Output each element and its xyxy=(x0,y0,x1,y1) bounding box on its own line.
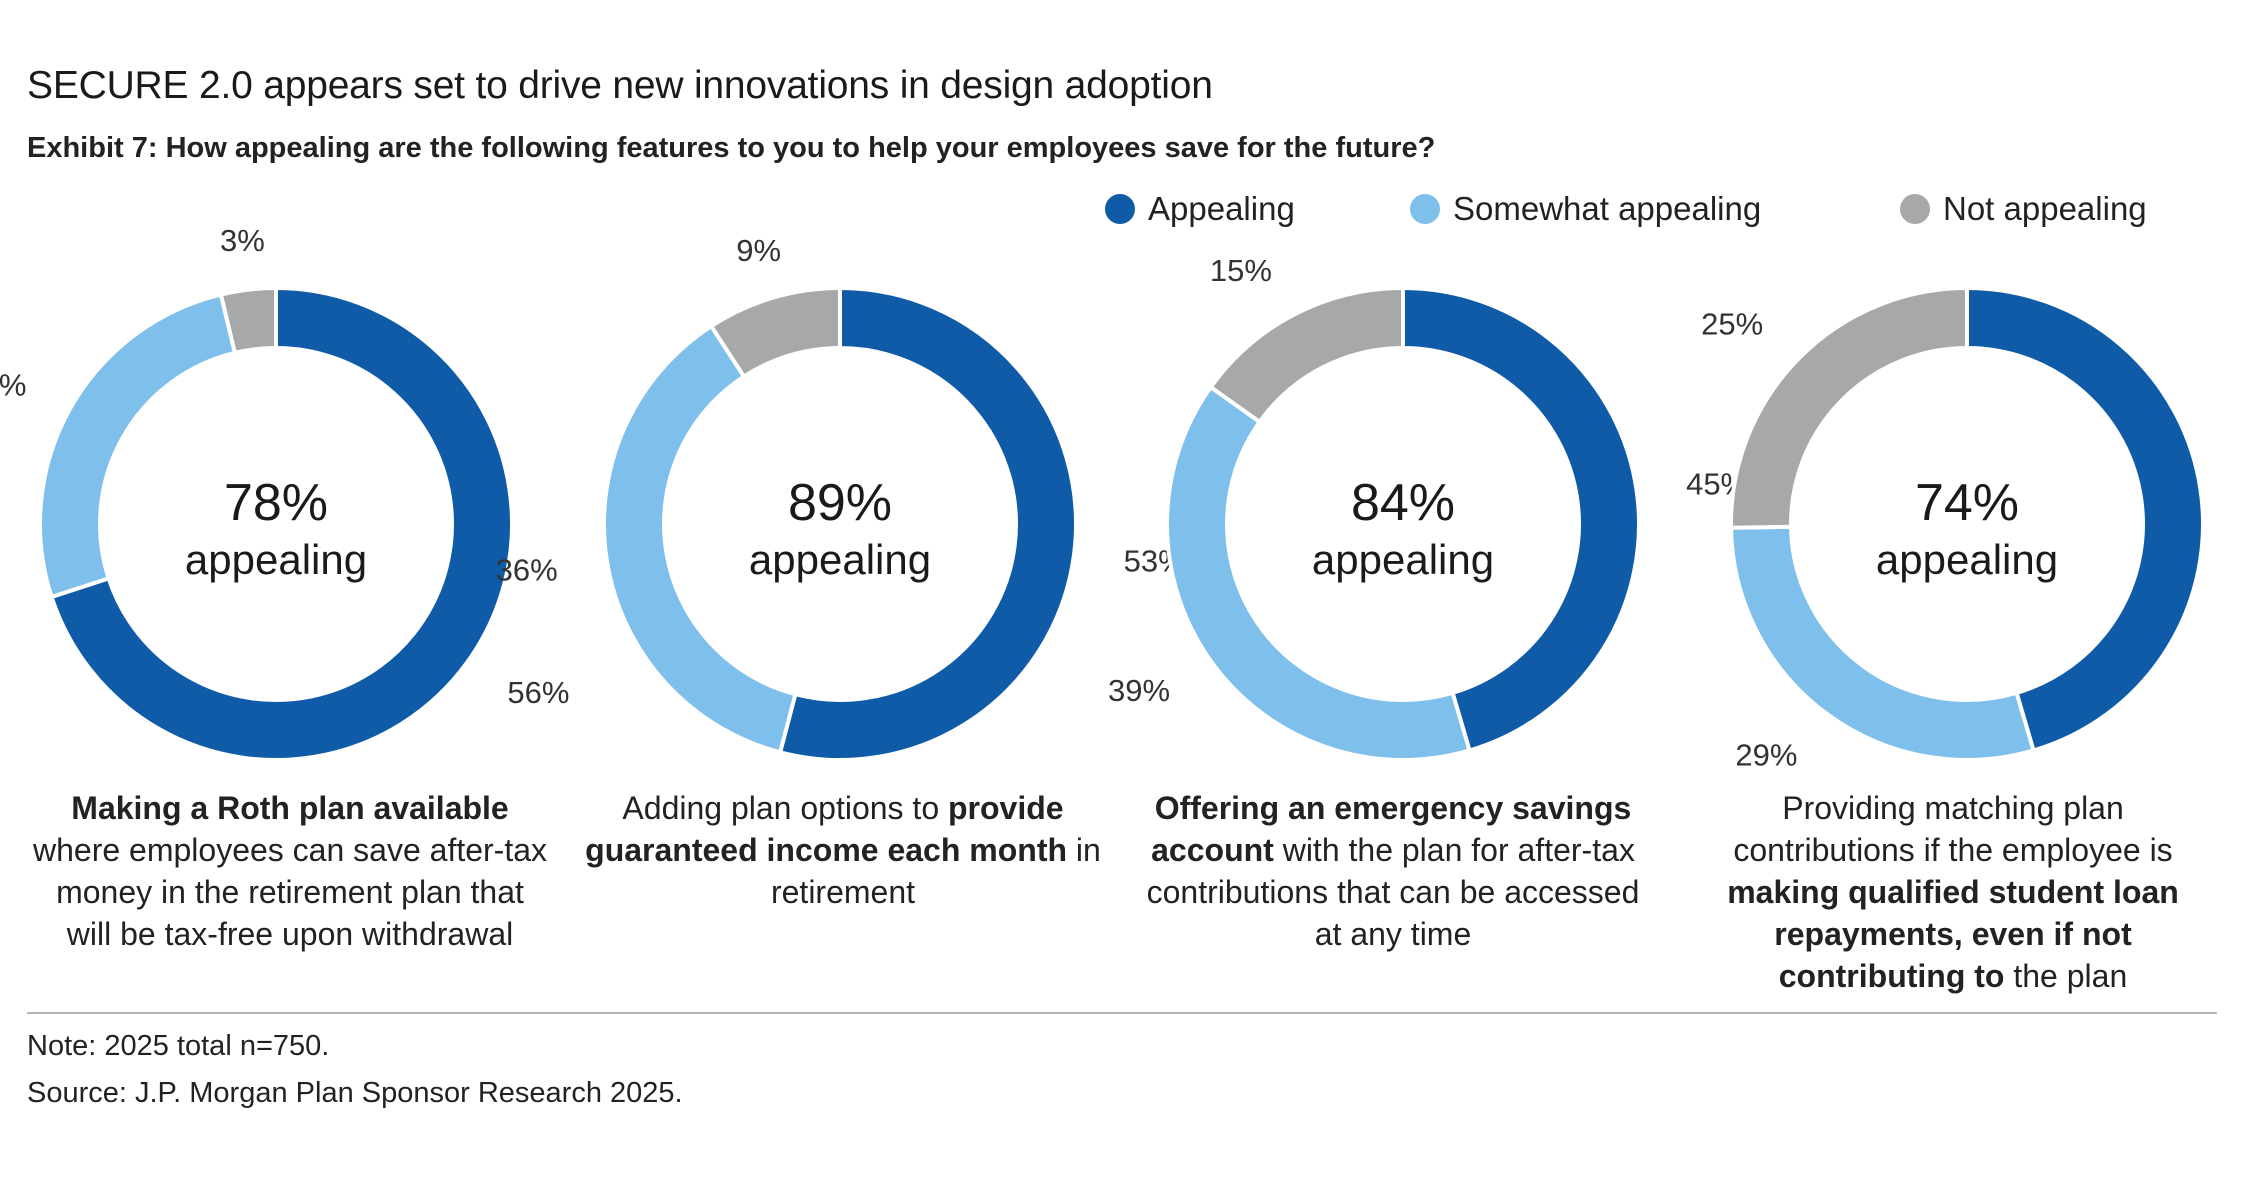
caption-3: Offering an emergency savings account wi… xyxy=(1133,787,1653,955)
donut-1-center-value: 78% xyxy=(224,474,328,532)
donut-2: 53%36%9%89%appealing xyxy=(496,233,1186,762)
caption-4-text-2: making qualified student loan repayments… xyxy=(1727,874,2179,994)
legend-item-not-appealing: Not appealing xyxy=(1900,190,2147,228)
donut-4-slice-appealing xyxy=(1965,285,2205,753)
donut-2-slice-somewhat-appealing xyxy=(602,323,798,755)
donut-4-slice-not-appealing xyxy=(1729,285,1969,530)
donut-3-slice-somewhat-appealing xyxy=(1165,384,1472,762)
caption-1: Making a Roth plan available where emplo… xyxy=(30,787,550,955)
donut-3-label-not-appealing: 15% xyxy=(1210,253,1272,288)
chart-title: SECURE 2.0 appears set to drive new inno… xyxy=(27,64,1213,107)
legend: Appealing Somewhat appealing Not appeali… xyxy=(0,190,2250,230)
caption-3-text-1: Offering an emergency savings account xyxy=(1151,790,1632,868)
donut-1-slice-appealing xyxy=(49,285,514,762)
donut-4: 45%29%25%74%appealing xyxy=(1701,285,2205,772)
caption-2-text-3: in retirement xyxy=(770,832,1101,910)
caption-4-text-1: Providing matching plan contributions if… xyxy=(1733,790,2173,868)
note: Note: 2025 total n=750. xyxy=(27,1030,330,1062)
donut-3-center-text: appealing xyxy=(1312,536,1494,583)
donut-1: 56% 21% 3% 78%appealing xyxy=(0,223,569,762)
donut-3-slice-appealing xyxy=(1401,285,1641,753)
donut-1-label-appealing: 56% xyxy=(507,675,569,710)
legend-swatch-somewhat-appealing xyxy=(1410,194,1440,224)
caption-2: Adding plan options to provide guarantee… xyxy=(583,787,1103,913)
caption-1-text-1: Making a Roth plan available xyxy=(71,790,509,826)
legend-label-not-appealing: Not appealing xyxy=(1943,190,2147,227)
donut-3-slice-not-appealing xyxy=(1207,285,1405,425)
donut-2-slice-appealing xyxy=(777,285,1078,762)
caption-3-text-2: with the plan for after-tax contribution… xyxy=(1146,832,1640,952)
legend-label-somewhat-appealing: Somewhat appealing xyxy=(1453,190,1762,227)
donut-3-center-value: 84% xyxy=(1351,474,1455,532)
caption-2-text-2: provide guaranteed income each month xyxy=(585,790,1068,868)
legend-item-somewhat-appealing: Somewhat appealing xyxy=(1410,190,1761,228)
caption-4-text-3: the plan xyxy=(2004,958,2128,994)
caption-4: Providing matching plan contributions if… xyxy=(1693,787,2213,997)
legend-label-appealing: Appealing xyxy=(1148,190,1295,227)
caption-2-text-1: Adding plan options to xyxy=(622,790,948,826)
donut-2-center-text: appealing xyxy=(749,536,931,583)
donut-3: 45%39%15%84%appealing xyxy=(1108,253,1748,762)
legend-item-appealing: Appealing xyxy=(1105,190,1295,228)
donut-1-center-text: appealing xyxy=(185,536,367,583)
donut-4-label-somewhat-appealing: 29% xyxy=(1735,737,1797,772)
chart-subtitle: Exhibit 7: How appealing are the followi… xyxy=(27,132,1436,164)
donut-2-label-somewhat-appealing: 36% xyxy=(496,553,558,588)
legend-swatch-appealing xyxy=(1105,194,1135,224)
donut-2-center-value: 89% xyxy=(788,474,892,532)
donut-4-center-value: 74% xyxy=(1915,474,2019,532)
source: Source: J.P. Morgan Plan Sponsor Researc… xyxy=(27,1077,683,1109)
donut-1-label-somewhat-appealing: 21% xyxy=(0,367,26,402)
donut-4-label-not-appealing: 25% xyxy=(1701,306,1763,341)
donut-3-label-somewhat-appealing: 39% xyxy=(1108,673,1170,708)
donut-1-label-not-appealing: 3% xyxy=(220,223,265,258)
caption-1-text-2: where employees can save after-tax money… xyxy=(32,832,548,952)
donut-1-slice-not-appealing xyxy=(218,285,278,356)
divider xyxy=(27,1012,2217,1014)
donut-4-center-text: appealing xyxy=(1876,536,2058,583)
donut-2-label-not-appealing: 9% xyxy=(736,233,781,268)
legend-swatch-not-appealing xyxy=(1900,194,1930,224)
donut-2-slice-not-appealing xyxy=(708,285,842,380)
